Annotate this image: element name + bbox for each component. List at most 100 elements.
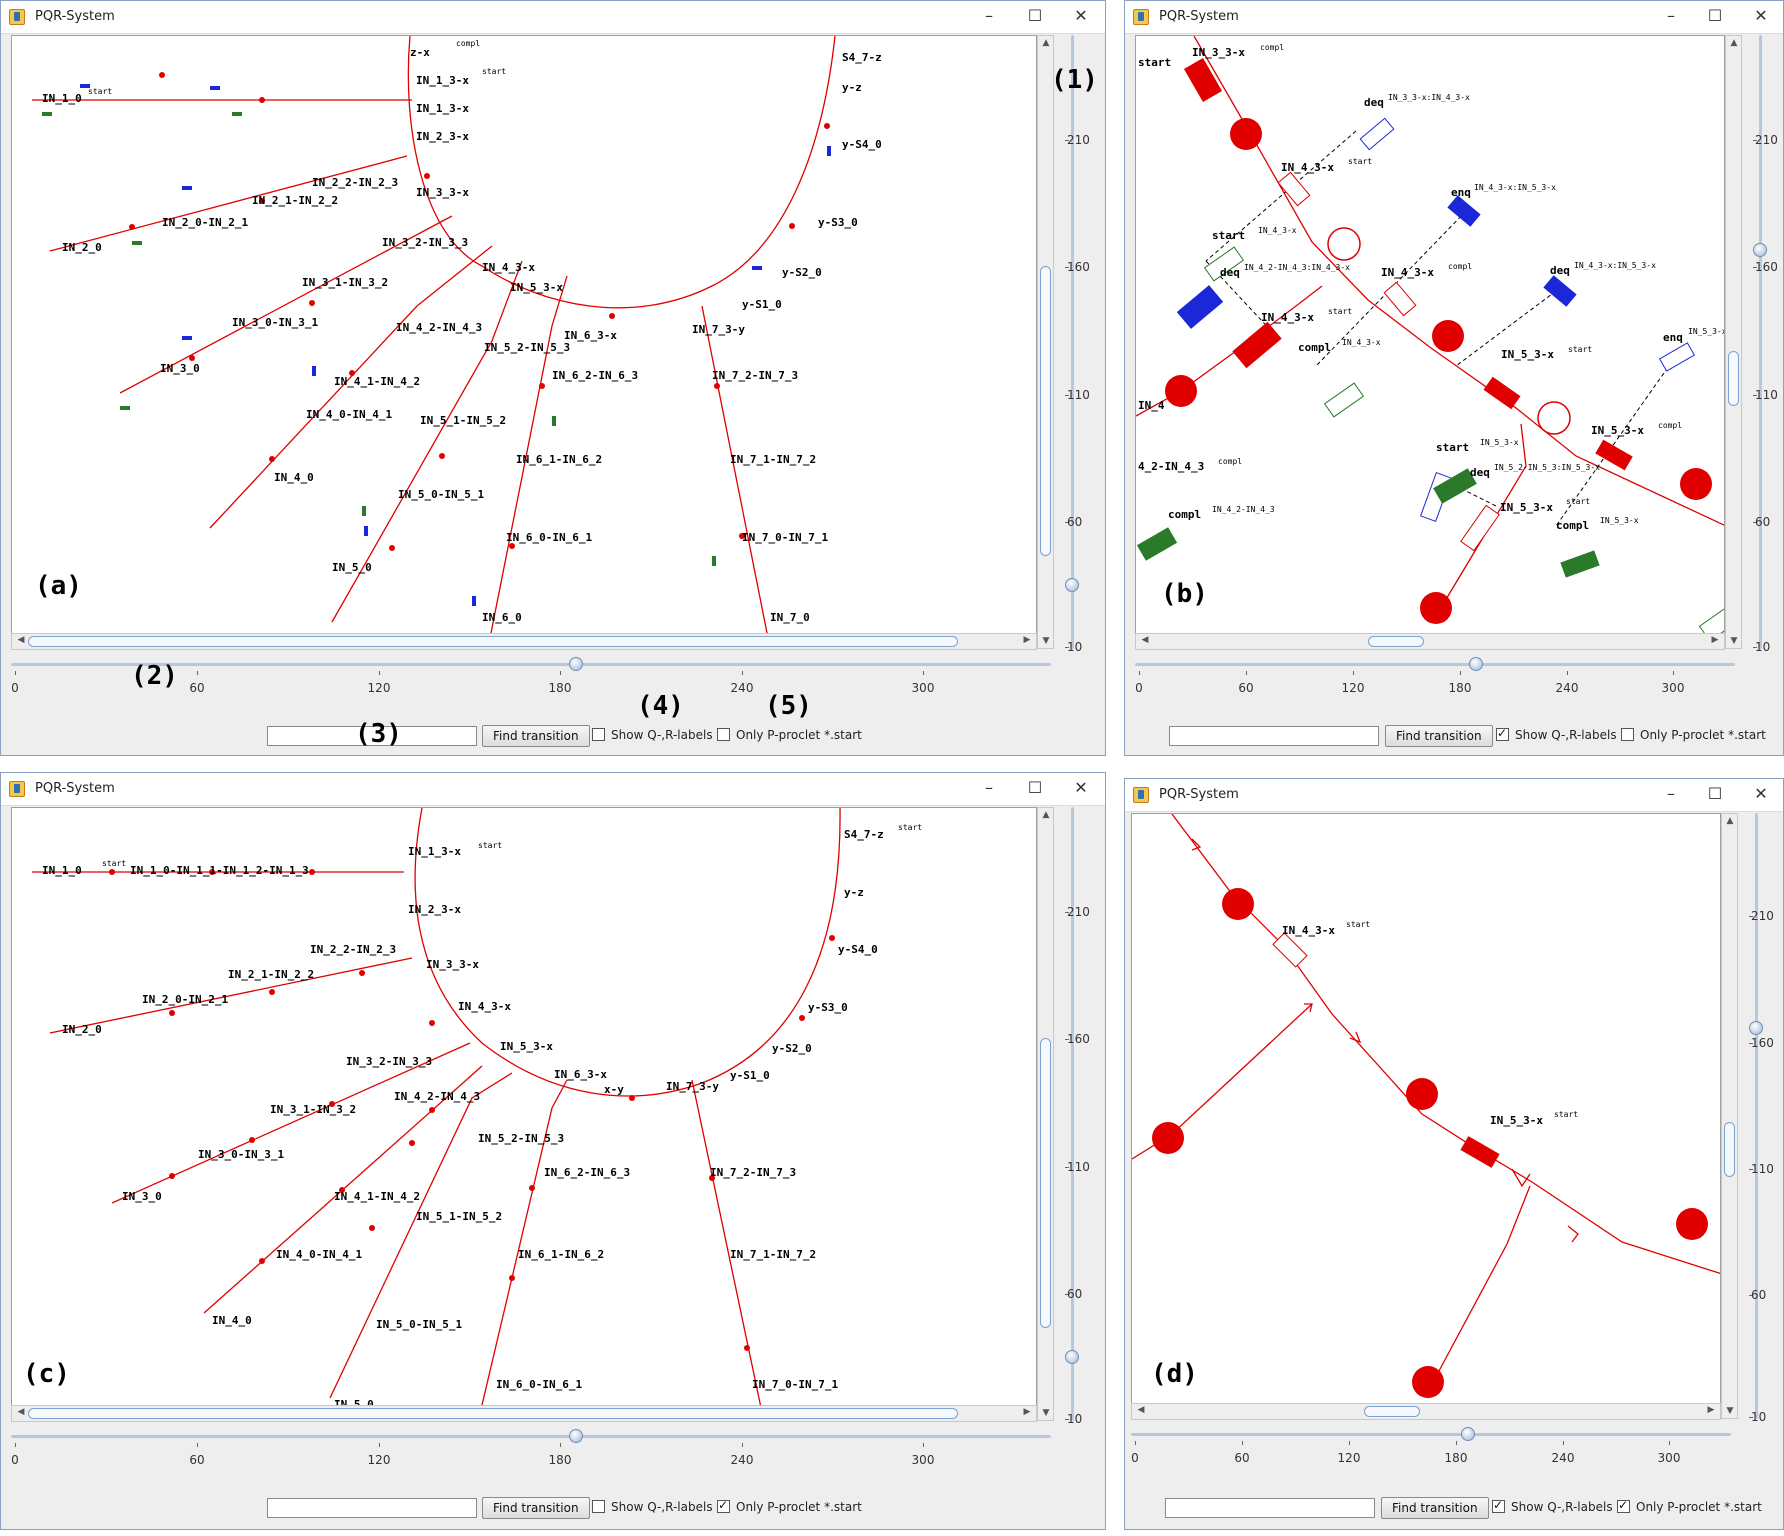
arc [1193,36,1724,526]
net-label: S4_7-z [844,828,884,841]
zoom-ruler-vertical[interactable]: 210 160 110 60 10 [1051,807,1105,1426]
scroll-thumb[interactable] [1368,636,1424,647]
find-transition-button[interactable]: Find transition [482,1497,590,1519]
checkbox-box[interactable] [1492,1496,1505,1514]
net-label: IN_5_1-IN_5_2 [416,1210,502,1223]
transition-search-input[interactable] [1165,1498,1375,1518]
checkbox-box[interactable] [1617,1496,1630,1514]
place [714,383,720,389]
net-label: IN_3_2-IN_3_3 [346,1055,432,1068]
minimize-icon[interactable]: – [1667,6,1675,25]
show-qr-labels-checkbox[interactable]: Show Q-,R-labels [1492,1496,1613,1518]
zoom-knob[interactable] [569,1429,583,1443]
place [389,545,395,551]
scroll-thumb[interactable] [1040,1038,1051,1328]
graph-canvas[interactable]: IN_4_3-x IN_5_3-x start start [1131,813,1721,1419]
zoom-knob[interactable] [1065,1350,1079,1364]
only-p-proclet-checkbox[interactable]: Only P-proclet *.start [1621,726,1766,746]
transition-search-input[interactable] [267,1498,477,1518]
transition-q [1183,58,1223,102]
petri-net-graph-a: IN_1_0 IN_1_3-x IN_1_3-x IN_2_3-x IN_3_3… [32,36,882,639]
minimize-icon[interactable]: – [985,6,993,25]
net-label: compl [1556,519,1589,532]
checkbox-box[interactable] [592,728,605,741]
zoom-knob[interactable] [569,657,583,671]
horizontal-scrollbar[interactable]: ◀ ▶ [11,633,1037,650]
only-p-proclet-checkbox[interactable]: Only P-proclet *.start [717,1496,862,1518]
title-bar[interactable]: PQR-System – ☐ ✕ [1125,1,1783,34]
zoom-knob[interactable] [1461,1427,1475,1441]
horizontal-scrollbar[interactable]: ◀ ▶ [1131,1403,1721,1420]
net-label-sup: compl [1448,262,1472,271]
checkbox-box[interactable] [1621,728,1634,741]
close-icon[interactable]: ✕ [1754,784,1768,803]
maximize-icon[interactable]: ☐ [1027,778,1043,797]
net-label: IN_5_3-x [1501,348,1554,361]
only-p-proclet-checkbox[interactable]: Only P-proclet *.start [1617,1496,1762,1518]
find-transition-button[interactable]: Find transition [1385,725,1493,747]
close-icon[interactable]: ✕ [1074,6,1088,25]
net-label: IN_4_2-IN_4_3 [394,1090,480,1103]
scroll-thumb[interactable] [1364,1406,1420,1417]
graph-canvas[interactable]: IN_3_3-x IN_4_3-x IN_4_3-x IN_4_3-x IN_5… [1135,35,1725,649]
zoom-ruler-vertical[interactable]: 210 160 110 60 10 [1739,35,1783,654]
zoom-ruler-horizontal[interactable]: 0 60 120 180 240 300 [11,1421,1051,1467]
window-c: PQR-System – ☐ ✕ [0,772,1106,1530]
checkbox-box[interactable] [1496,724,1509,742]
place [409,1140,415,1146]
title-bar[interactable]: PQR-System – ☐ ✕ [1125,779,1783,812]
minimize-icon[interactable]: – [1667,784,1675,803]
show-qr-labels-checkbox[interactable]: Show Q-,R-labels [592,1498,713,1518]
zoom-ruler-horizontal[interactable]: 0 60 120 180 240 300 [1135,649,1735,695]
net-label: compl [1168,508,1201,521]
queue-compl [1560,550,1600,578]
vertical-scrollbar[interactable]: ▲ ▼ [1725,35,1742,649]
zoom-ruler-vertical[interactable]: 210 160 110 60 10 [1051,35,1105,654]
zoom-knob[interactable] [1749,1021,1763,1035]
scroll-thumb[interactable] [28,636,958,647]
transition-search-input[interactable] [267,726,477,746]
queue-enq [1447,195,1481,227]
horizontal-scrollbar[interactable]: ◀ ▶ [11,1405,1037,1422]
maximize-icon[interactable]: ☐ [1707,784,1723,803]
checkbox-box[interactable] [717,728,730,741]
zoom-knob[interactable] [1469,657,1483,671]
graph-canvas[interactable]: IN_1_0 IN_1_0-IN_1_1-IN_1_2-IN_1_3 IN_1_… [11,807,1037,1421]
checkbox-box[interactable] [592,1500,605,1513]
title-bar[interactable]: PQR-System – ☐ ✕ [1,1,1105,34]
show-qr-labels-checkbox[interactable]: Show Q-,R-labels [1496,724,1617,746]
only-p-proclet-checkbox[interactable]: Only P-proclet *.start [717,726,862,746]
net-label-sup: start [102,859,126,868]
find-transition-button[interactable]: Find transition [1381,1497,1489,1519]
place [1420,592,1452,624]
zoom-knob[interactable] [1753,243,1767,257]
minimize-icon[interactable]: – [985,778,993,797]
zoom-ruler-horizontal[interactable]: 0 60 120 180 240 300 [1131,1419,1731,1465]
window-title: PQR-System [35,9,115,24]
arc [329,1072,513,1399]
zoom-ruler-vertical[interactable]: 210 160 110 60 10 [1735,813,1783,1424]
place [349,370,355,376]
transition-search-input[interactable] [1169,726,1379,746]
title-bar[interactable]: PQR-System – ☐ ✕ [1,773,1105,806]
vertical-scrollbar[interactable]: ▲ ▼ [1721,813,1738,1419]
scroll-thumb[interactable] [28,1408,958,1419]
scroll-thumb[interactable] [1728,351,1739,406]
zoom-knob[interactable] [1065,578,1079,592]
show-qr-labels-checkbox[interactable]: Show Q-,R-labels [592,726,713,746]
maximize-icon[interactable]: ☐ [1707,6,1723,25]
graph-canvas[interactable]: IN_1_0 IN_1_3-x IN_1_3-x IN_2_3-x IN_3_3… [11,35,1037,649]
horizontal-scrollbar[interactable]: ◀ ▶ [1135,633,1725,650]
maximize-icon[interactable]: ☐ [1027,6,1043,25]
find-transition-button[interactable]: Find transition [482,725,590,747]
scroll-thumb[interactable] [1040,266,1051,556]
vertical-scrollbar[interactable]: ▲ ▼ [1037,35,1054,649]
checkbox-box[interactable] [717,1496,730,1514]
zoom-ruler-horizontal[interactable]: 0 60 120 180 240 300 [11,649,1051,695]
close-icon[interactable]: ✕ [1754,6,1768,25]
close-icon[interactable]: ✕ [1074,778,1088,797]
transition-start [182,186,192,190]
scroll-thumb[interactable] [1724,1122,1735,1177]
vertical-scrollbar[interactable]: ▲ ▼ [1037,807,1054,1421]
net-label: y-S2_0 [772,1042,812,1055]
